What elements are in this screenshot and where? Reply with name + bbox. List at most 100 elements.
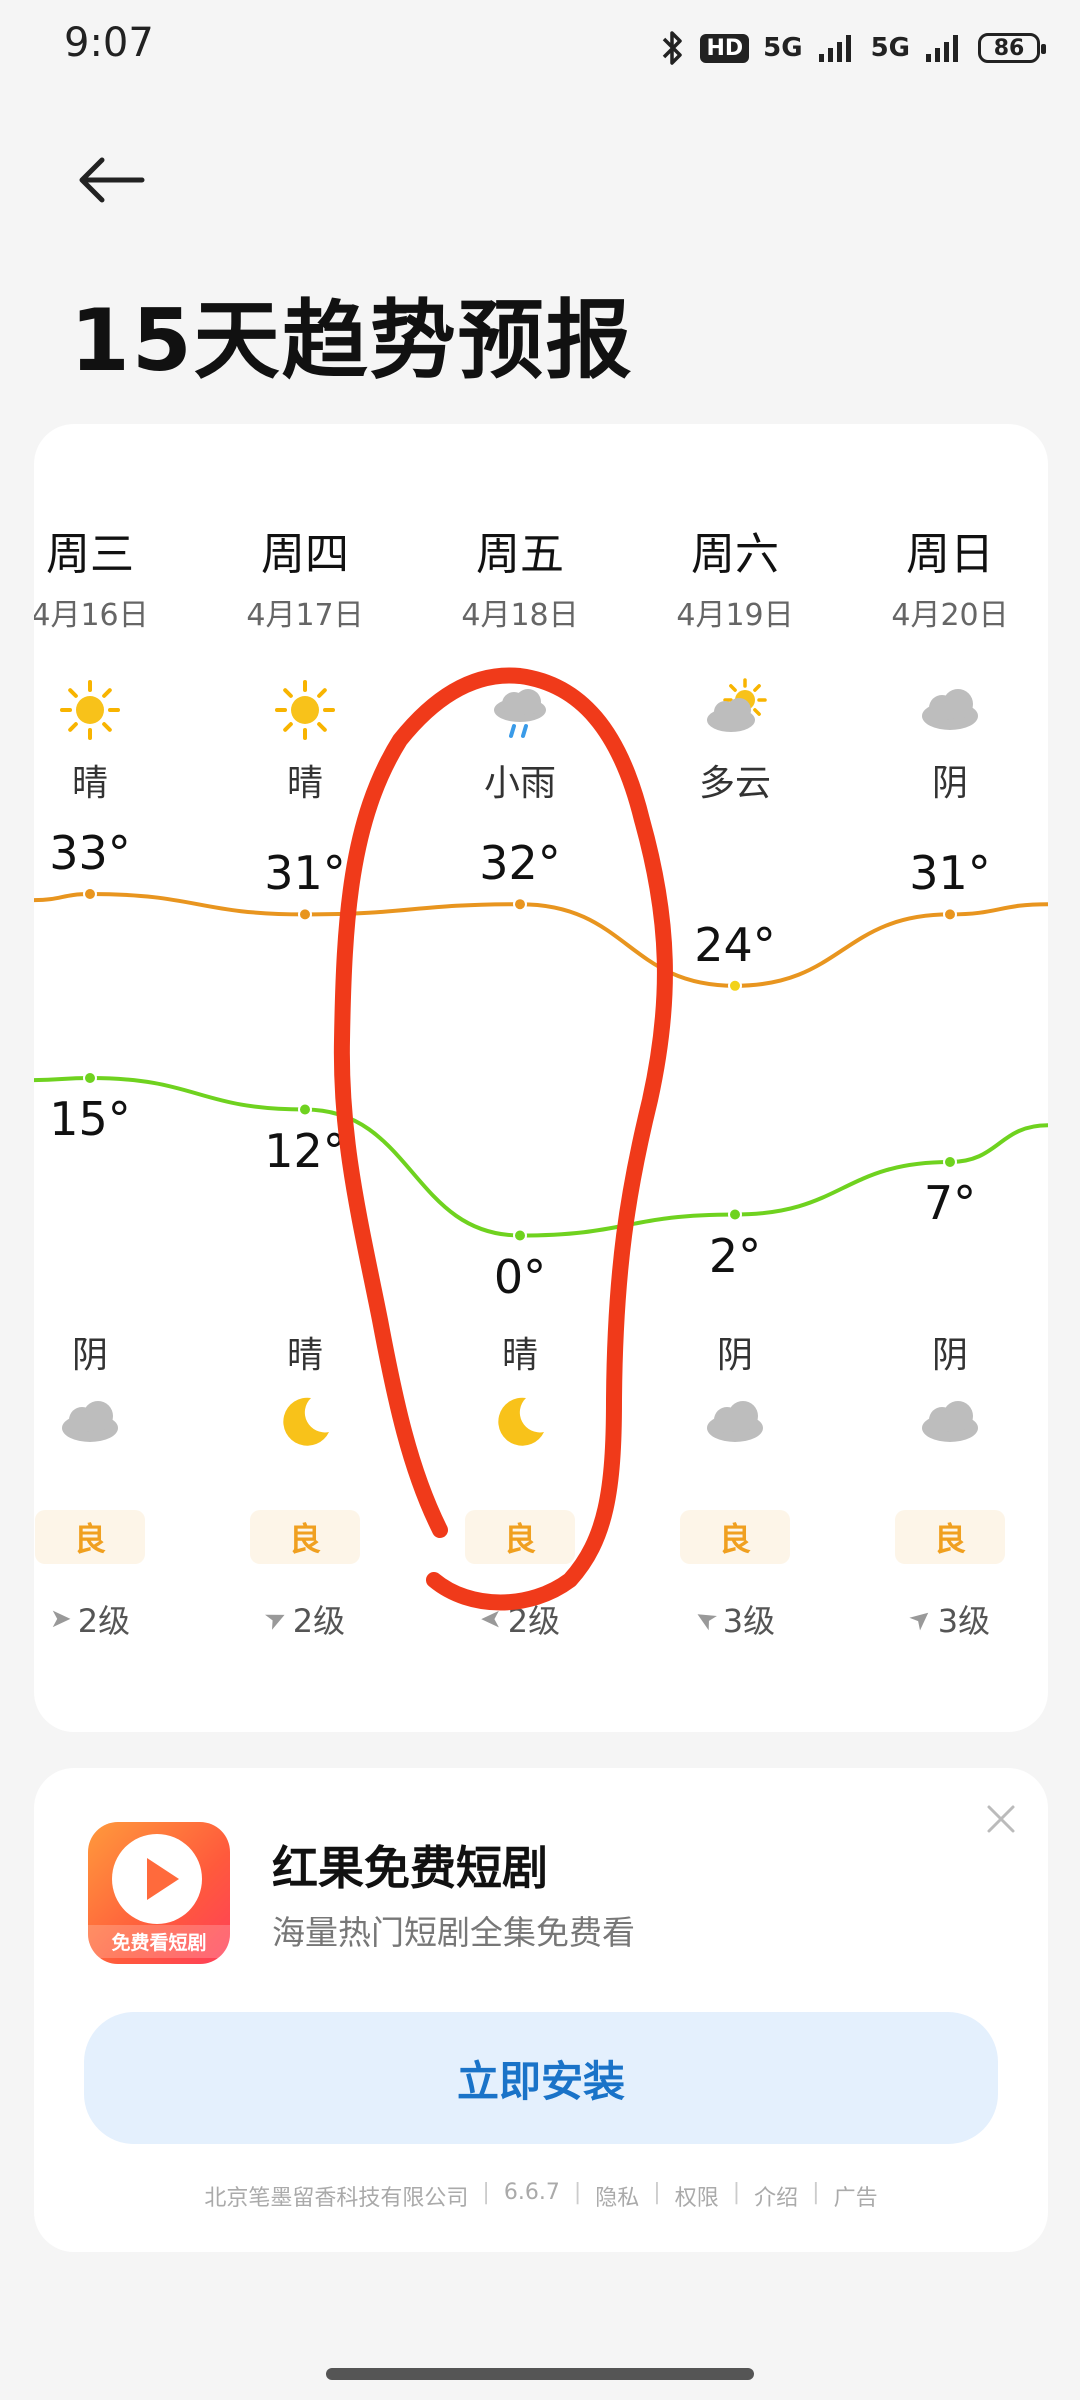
app-icon[interactable]: 免费看短剧 <box>88 1822 230 1964</box>
rain-icon <box>494 689 546 738</box>
high-temp-label: 24° <box>694 917 776 972</box>
low-temp-label: 7° <box>923 1176 977 1230</box>
wind-level: 2级 <box>77 1602 131 1640</box>
date-label: 4月19日 <box>676 598 794 633</box>
cloud-icon <box>707 1401 763 1442</box>
high-temp-point <box>298 907 312 922</box>
footer-intro-link[interactable]: 介绍 <box>754 2186 799 2211</box>
hd-badge: HD <box>700 33 750 63</box>
ad-title[interactable]: 红果免费短剧 <box>272 1841 548 1895</box>
cloud-icon <box>922 1401 978 1442</box>
weekday-label: 周六 <box>691 529 779 580</box>
date-label: 4月16日 <box>34 598 149 633</box>
day-condition: 晴 <box>286 763 323 804</box>
night-condition: 阴 <box>71 1335 108 1376</box>
status-time: 9:07 <box>64 20 154 66</box>
day-column[interactable]: 周日 4月20日 <box>855 518 1045 634</box>
wind-info: ➤ 2级 <box>425 1596 615 1642</box>
cloud-icon <box>62 1401 118 1442</box>
aqi-badge: 良 <box>895 1510 1005 1564</box>
night-condition: 阴 <box>931 1335 968 1376</box>
night-condition: 阴 <box>716 1335 753 1376</box>
ad-footer: 北京笔墨留香科技有限公司 | 6.6.7 | 隐私 | 权限 | 介绍 | 广告 <box>34 2180 1048 2212</box>
weekday-label: 周日 <box>906 529 994 580</box>
footer-separator: | <box>653 2180 661 2205</box>
signal-icon <box>818 35 851 62</box>
high-temp-point <box>728 978 742 993</box>
moon-icon <box>283 1397 329 1446</box>
wind-direction-icon: ➤ <box>49 1604 72 1634</box>
low-temp-point <box>298 1102 312 1117</box>
high-temp-line <box>34 891 1048 988</box>
page-title: 15天趋势预报 <box>70 291 634 391</box>
day-column[interactable]: 周三 4月16日 <box>34 518 185 634</box>
wind-direction-icon: ➤ <box>479 1604 502 1634</box>
day-condition: 小雨 <box>483 763 556 804</box>
footer-company: 北京笔墨留香科技有限公司 <box>204 2186 469 2211</box>
footer-ad-label: 广告 <box>833 2186 878 2211</box>
wind-level: 2级 <box>507 1602 561 1640</box>
footer-permissions-link[interactable]: 权限 <box>674 2186 719 2211</box>
status-icons: HD 5G 5G 86 <box>660 22 1046 74</box>
aqi-badge: 良 <box>680 1510 790 1564</box>
wind-info: ➤ 3级 <box>640 1596 830 1642</box>
battery-indicator: 86 <box>978 33 1046 63</box>
wind-level: 3级 <box>937 1602 991 1640</box>
weekday-label: 周四 <box>261 529 349 580</box>
wind-level: 3级 <box>722 1602 776 1640</box>
network-5g-1: 5G <box>763 33 803 63</box>
low-temp-label: 0° <box>493 1249 547 1304</box>
weekday-label: 周五 <box>476 529 564 580</box>
date-label: 4月20日 <box>891 598 1009 633</box>
close-button[interactable] <box>984 1802 1018 1836</box>
moon-icon <box>498 1397 544 1446</box>
app-icon-label: 免费看短剧 <box>88 1925 230 1958</box>
date-label: 4月17日 <box>246 598 364 633</box>
footer-separator: | <box>573 2180 582 2205</box>
day-column[interactable]: 周四 4月17日 <box>210 518 400 634</box>
footer-separator: | <box>812 2180 820 2205</box>
day-condition: 多云 <box>698 763 771 804</box>
arrow-left-icon <box>79 157 145 203</box>
high-temp-label: 32° <box>479 836 561 891</box>
night-condition: 晴 <box>286 1335 323 1376</box>
low-temp-point <box>728 1207 742 1222</box>
footer-version: 6.6.7 <box>503 2180 560 2205</box>
wind-direction-icon: ➤ <box>259 1600 293 1638</box>
aqi-badge: 良 <box>35 1510 145 1564</box>
ad-card[interactable]: 免费看短剧 红果免费短剧 海量热门短剧全集免费看 立即安装 北京笔墨留香科技有限… <box>34 1768 1048 2252</box>
high-temp-label: 31° <box>909 846 991 901</box>
back-button[interactable] <box>72 148 152 212</box>
high-temp-label: 31° <box>264 846 346 901</box>
footer-privacy-link[interactable]: 隐私 <box>595 2186 640 2211</box>
aqi-badge: 良 <box>250 1510 360 1564</box>
ad-subtitle: 海量热门短剧全集免费看 <box>272 1913 635 1952</box>
day-condition: 阴 <box>931 763 968 804</box>
high-temp-point <box>943 907 957 922</box>
low-temp-point <box>943 1155 957 1169</box>
forecast-card[interactable]: 周三 4月16日晴 33° 15° 阴良 ➤ 2级 周四 4月17日晴 31° 12° 晴良 ➤ 2级 周五… <box>34 424 1048 1732</box>
date-label: 4月18日 <box>461 598 579 633</box>
network-5g-2: 5G <box>870 33 910 63</box>
wind-info: ➤ 2级 <box>210 1596 400 1642</box>
play-icon <box>112 1834 202 1924</box>
install-button[interactable]: 立即安装 <box>84 2012 998 2144</box>
high-temp-point <box>83 887 97 901</box>
footer-separator: | <box>732 2180 741 2205</box>
home-indicator[interactable] <box>326 2368 754 2380</box>
footer-separator: | <box>482 2180 490 2205</box>
day-column[interactable]: 周五 4月18日 <box>425 518 615 634</box>
sun-icon <box>275 680 335 740</box>
low-temp-label: 2° <box>708 1228 762 1283</box>
partly-cloudy-icon <box>707 678 767 732</box>
wind-info: ➤ 3级 <box>855 1596 1045 1642</box>
bluetooth-icon <box>663 31 683 65</box>
day-column[interactable]: 周六 4月19日 <box>640 518 830 634</box>
wind-direction-icon: ➤ <box>902 1600 939 1638</box>
close-icon <box>987 1805 1015 1833</box>
sun-icon <box>60 680 120 740</box>
high-temp-point <box>513 897 527 912</box>
low-temp-label: 15° <box>49 1092 131 1146</box>
battery-level: 86 <box>993 35 1025 61</box>
day-condition: 晴 <box>71 763 108 804</box>
